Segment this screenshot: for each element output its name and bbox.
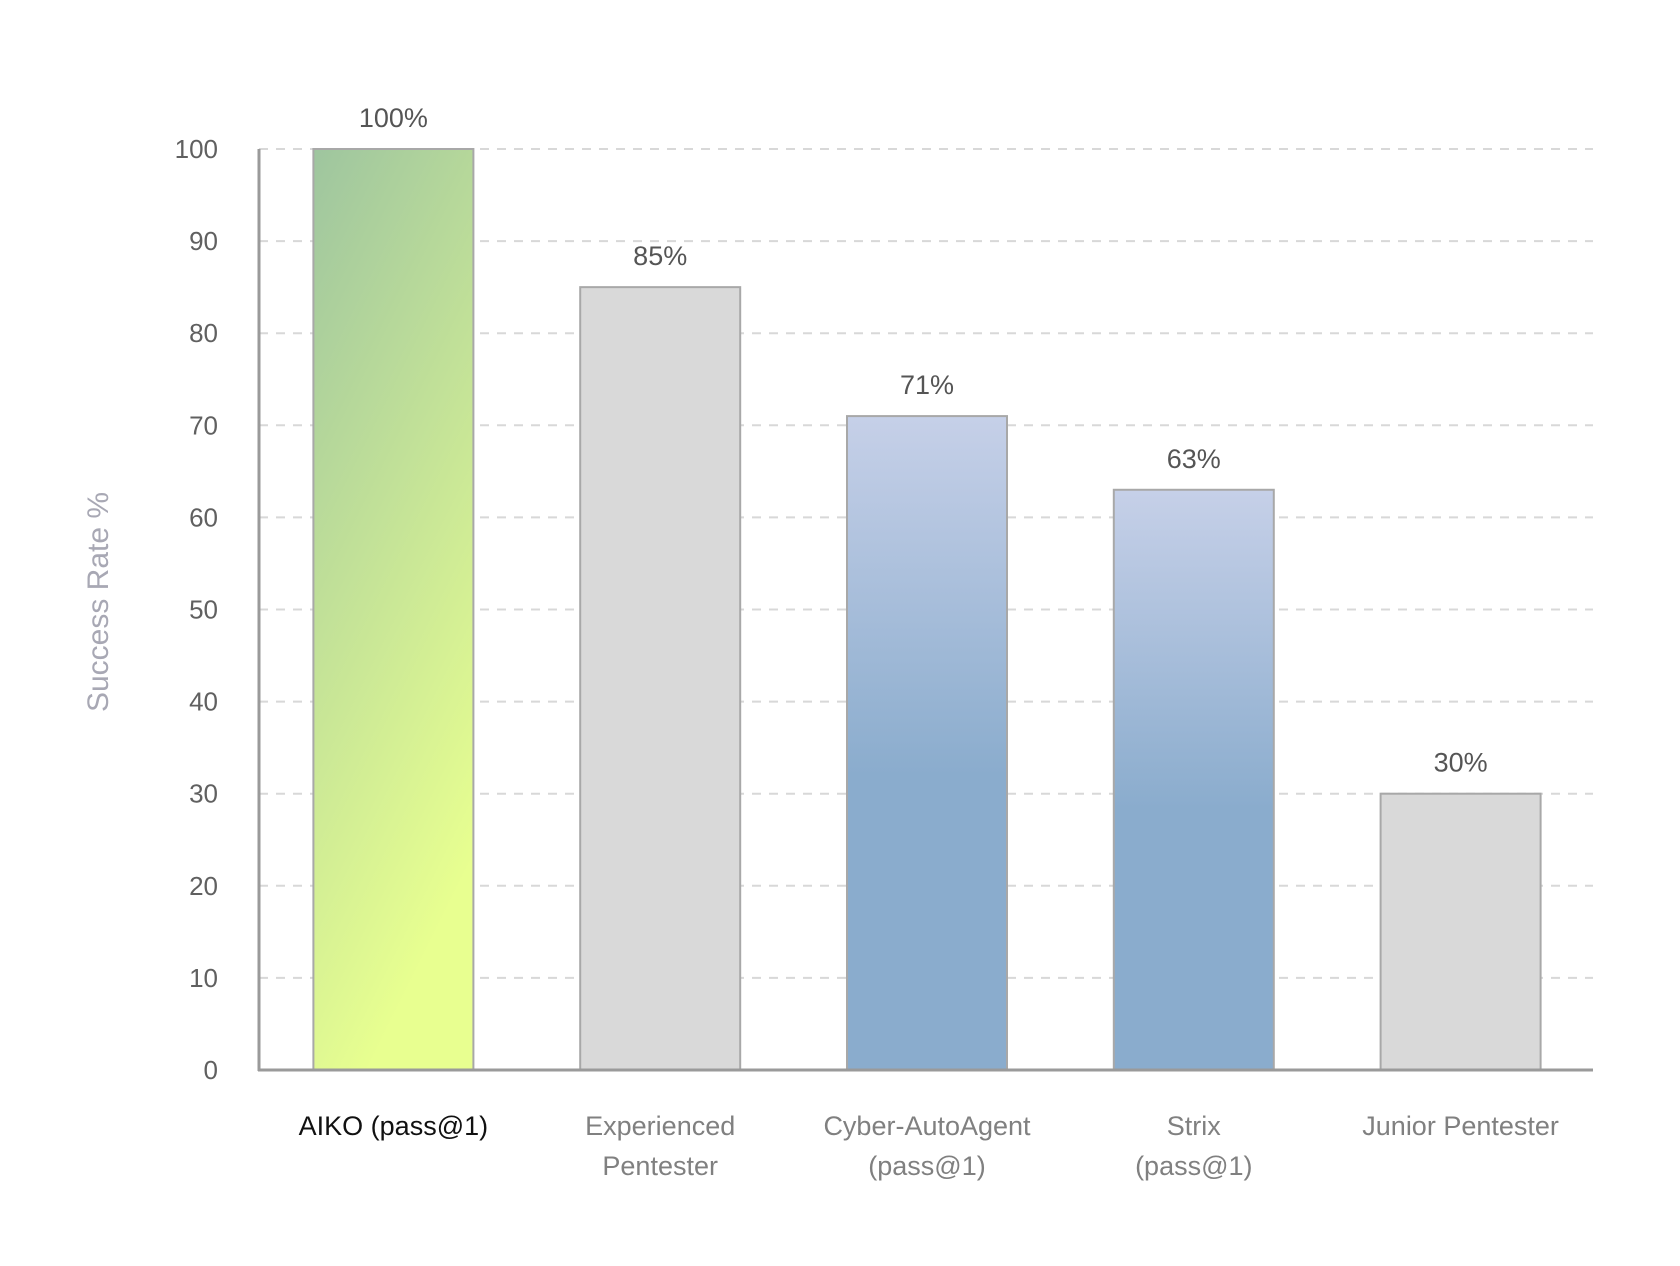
bar (1112, 488, 1275, 1071)
y-tick-label: 90 (189, 226, 218, 256)
y-tick-label: 20 (189, 871, 218, 901)
bar (1379, 792, 1542, 1071)
y-tick-label: 30 (189, 779, 218, 809)
bar-value-label: 71% (900, 370, 954, 400)
bar-value-label: 30% (1434, 748, 1488, 778)
bar-value-label: 63% (1167, 444, 1221, 474)
axes (257, 149, 1593, 1072)
bar (312, 148, 475, 1071)
x-category-label: Cyber-AutoAgent (pass@1) (823, 1111, 1031, 1181)
bar-value-label: 100% (359, 103, 428, 133)
x-category-label: Strix (pass@1) (1135, 1111, 1252, 1181)
y-tick-label: 10 (189, 963, 218, 993)
x-category-labels: AIKO (pass@1) Experienced Pentester Cyber-A… (299, 1111, 1559, 1181)
x-category-label: AIKO (pass@1) (299, 1111, 488, 1141)
x-category-label: Experienced Pentester (585, 1111, 735, 1181)
bar (846, 415, 1008, 1071)
value-labels: 100% 85% 71% 63% 30% (359, 103, 1488, 778)
y-tick-label: 60 (189, 502, 218, 532)
y-tick-labels: 0 10 20 30 40 50 60 70 80 90 100 (175, 134, 218, 1085)
y-tick-label: 40 (189, 687, 218, 717)
y-tick-label: 70 (189, 410, 218, 440)
bar-value-label: 85% (633, 241, 687, 271)
y-tick-label: 80 (189, 318, 218, 348)
y-tick-label: 50 (189, 595, 218, 625)
y-tick-label: 100 (175, 134, 218, 164)
y-axis-label: Success Rate % (82, 492, 115, 712)
y-tick-label: 0 (204, 1055, 218, 1085)
bar (579, 286, 742, 1071)
x-category-label: Junior Pentester (1362, 1111, 1559, 1141)
